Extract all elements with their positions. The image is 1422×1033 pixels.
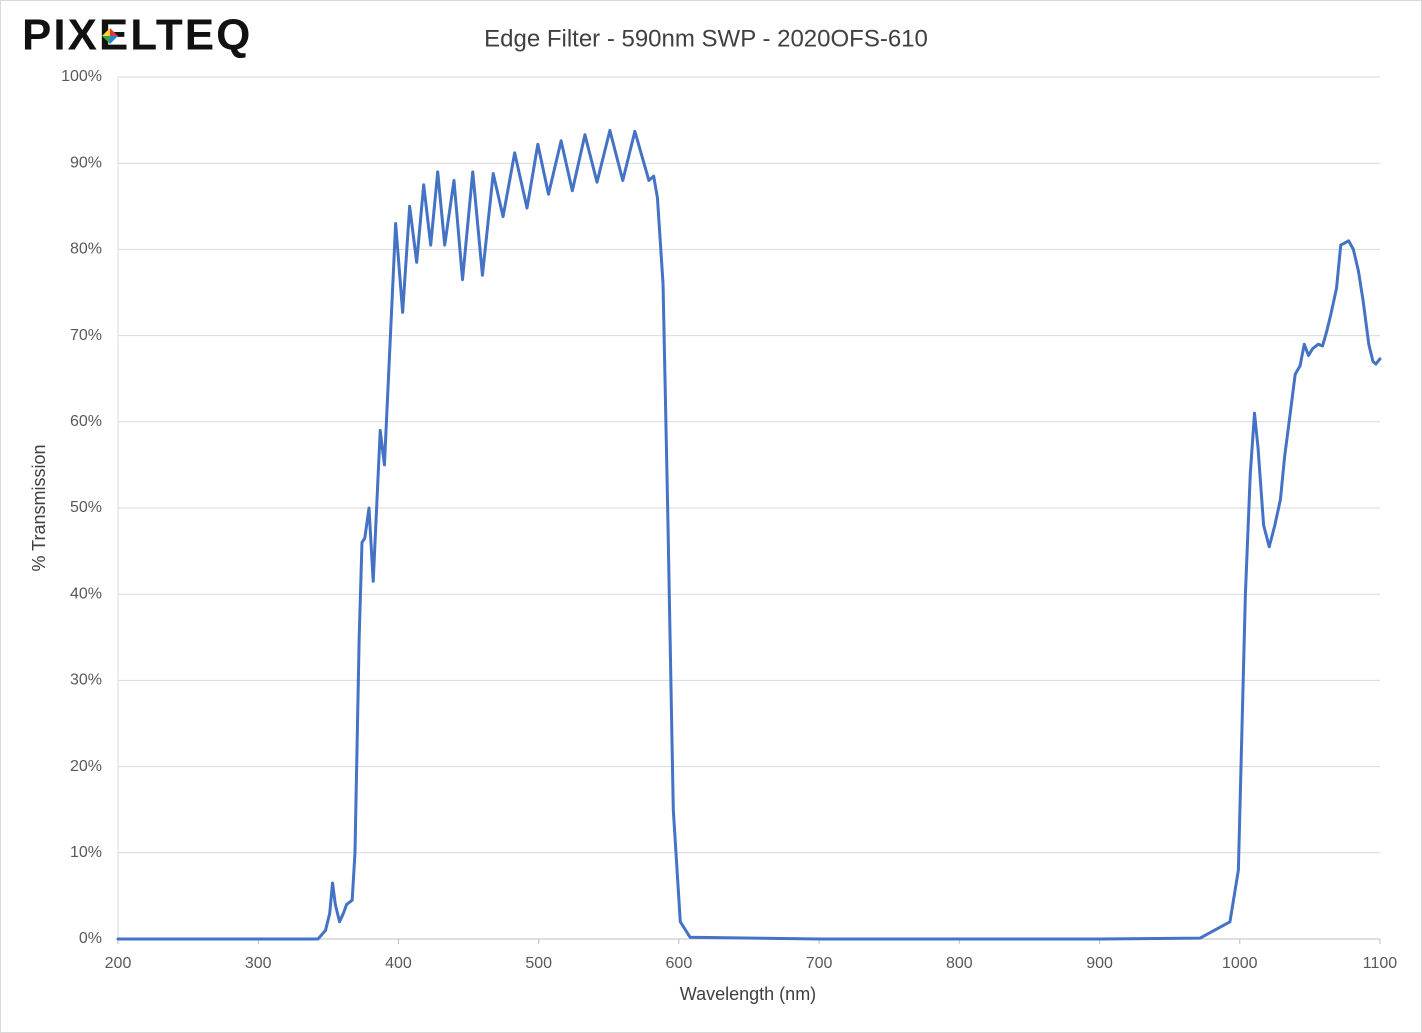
data-line — [116, 128, 1382, 941]
y-tick-label: 40% — [70, 585, 102, 602]
logo-pixel — [102, 28, 118, 44]
x-tick-label: 400 — [385, 955, 412, 972]
y-tick-label: 80% — [70, 241, 102, 258]
logo-pixel-green — [102, 36, 110, 44]
y-tick-label: 30% — [70, 672, 102, 689]
y-tick-label: 20% — [70, 758, 102, 775]
y-tick-label: 70% — [70, 327, 102, 344]
y-tick-label: 90% — [70, 154, 102, 171]
x-tick-label: 1000 — [1222, 955, 1258, 972]
logo-pixel-blue — [110, 36, 118, 44]
x-axis-title: Wavelength (nm) — [680, 984, 816, 1004]
logo-pixel-yellow — [102, 28, 110, 36]
x-tick-label: 800 — [946, 955, 973, 972]
x-tick-label: 1100 — [1363, 955, 1398, 972]
x-tick-label: 500 — [525, 955, 552, 972]
y-axis-title: % Transmission — [29, 444, 49, 571]
x-tick-label: 600 — [666, 955, 693, 972]
y-tick-label: 10% — [70, 844, 102, 861]
y-tick-label: 60% — [70, 413, 102, 430]
logo-pixel-red — [110, 28, 118, 36]
y-tick-label: 100% — [61, 68, 102, 85]
logo: PIXELTEQ — [22, 11, 252, 60]
chart-title: Edge Filter - 590nm SWP - 2020OFS-610 — [484, 25, 928, 52]
x-tick-label: 200 — [105, 955, 132, 972]
y-tick-label: 0% — [79, 930, 102, 947]
x-tick-label: 700 — [806, 955, 833, 972]
y-tick-label: 50% — [70, 499, 102, 516]
x-tick-label: 900 — [1086, 955, 1113, 972]
x-tick-label: 300 — [245, 955, 272, 972]
